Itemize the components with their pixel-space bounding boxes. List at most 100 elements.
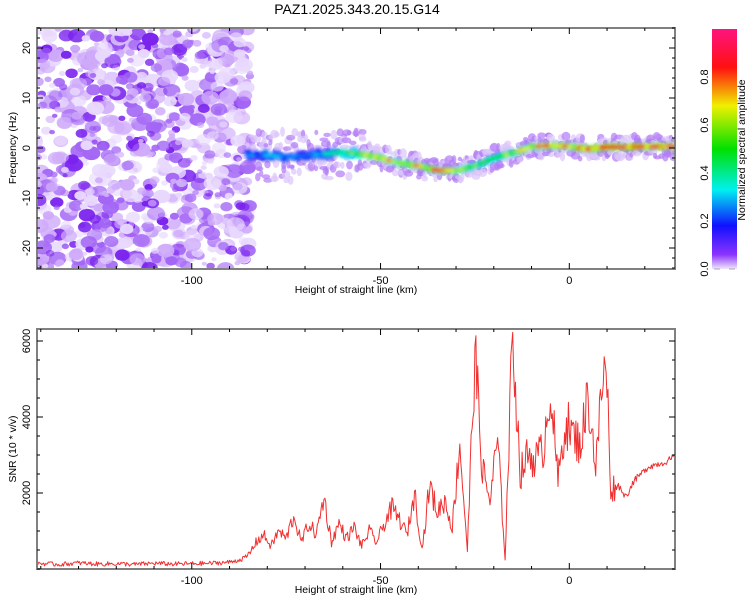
- ridge-peak: [313, 152, 320, 157]
- noise-blob: [239, 202, 250, 211]
- noise-blob: [104, 228, 113, 235]
- noise-blob: [203, 227, 221, 241]
- ridge-halo-blob: [669, 153, 675, 162]
- noise-blob: [141, 32, 159, 46]
- ridge-peak: [644, 144, 651, 149]
- noise-blob: [37, 136, 43, 145]
- noise-blob: [116, 197, 125, 204]
- noise-blob: [170, 243, 186, 256]
- colorbar-label: Normalized spectral amplitude: [736, 79, 748, 220]
- noise-blob: [190, 224, 197, 230]
- ridge-halo-blob: [369, 160, 378, 165]
- noise-blob: [68, 200, 83, 212]
- x-tick-label: -50: [373, 275, 389, 287]
- ridge-halo-blob: [504, 140, 512, 147]
- ridge-peak: [426, 166, 433, 171]
- ridge-peak: [607, 145, 614, 149]
- y-tick-label: 10: [21, 92, 33, 104]
- ridge-peak: [304, 153, 311, 158]
- noise-blob: [138, 44, 146, 50]
- noise-blob: [168, 112, 181, 121]
- ridge-halo-blob: [323, 132, 331, 137]
- ridge-halo-blob: [478, 168, 488, 177]
- ridge-peak: [481, 160, 487, 165]
- ridge-peak: [259, 153, 265, 158]
- noise-blob: [238, 237, 249, 246]
- noise-blob: [114, 120, 133, 135]
- ridge-peak: [345, 150, 352, 155]
- noise-blob: [159, 162, 173, 174]
- snr-frame: [36, 328, 676, 570]
- noise-blob: [83, 161, 89, 166]
- noise-blob: [118, 115, 126, 122]
- noise-blob: [136, 112, 153, 125]
- noise-blob: [110, 134, 123, 144]
- noise-blob: [115, 75, 128, 85]
- ridge-peak: [331, 150, 338, 155]
- noise-blob: [156, 140, 171, 151]
- ridge-halo-blob: [314, 129, 319, 136]
- x-tick-label: -50: [373, 575, 389, 587]
- ridge-peak: [277, 154, 284, 159]
- ridge-halo-blob: [330, 129, 338, 140]
- x-tick-label: 0: [566, 275, 572, 287]
- noise-blob: [46, 194, 54, 201]
- ridge-halo-blob: [364, 162, 371, 169]
- noise-blob: [230, 135, 246, 147]
- noise-blob: [136, 187, 147, 195]
- noise-blob: [103, 153, 120, 166]
- noise-blob: [201, 161, 208, 166]
- ridge-peak: [254, 153, 261, 158]
- noise-blob: [201, 32, 211, 39]
- ridge-peak: [413, 163, 419, 168]
- noise-blob: [183, 238, 202, 252]
- noise-blob: [69, 87, 81, 96]
- noise-blob: [68, 249, 84, 260]
- noise-blob: [219, 45, 229, 53]
- noise-blob: [207, 212, 224, 226]
- noise-blob: [194, 51, 205, 60]
- ridge-halo-blob: [259, 170, 264, 177]
- ridge-halo-blob: [559, 151, 566, 162]
- ridge-halo-blob: [498, 163, 505, 169]
- ridge-peak: [286, 154, 293, 159]
- noise-blob: [165, 118, 173, 124]
- ridge-halo-blob: [458, 176, 463, 184]
- noise-blob: [152, 167, 160, 173]
- noise-blob: [144, 184, 153, 191]
- ridge-peak: [354, 151, 361, 156]
- ridge-peak: [385, 158, 392, 163]
- noise-blob: [61, 243, 69, 250]
- ridge-peak: [553, 143, 560, 148]
- noise-blob: [172, 30, 182, 38]
- noise-blob: [71, 95, 87, 107]
- noise-blob: [54, 135, 68, 146]
- noise-blob: [51, 113, 58, 118]
- ridge-halo-blob: [346, 130, 352, 136]
- noise-blob: [151, 255, 162, 264]
- ridge-peak: [585, 147, 592, 151]
- ridge-peak: [625, 144, 632, 149]
- noise-blob: [197, 104, 210, 113]
- ridge-peak: [290, 154, 297, 159]
- ridge-halo-blob: [403, 170, 414, 177]
- noise-blob: [130, 91, 136, 95]
- noise-blob: [149, 119, 167, 133]
- noise-blob: [120, 179, 135, 191]
- ridge-halo-blob: [335, 170, 346, 178]
- ridge-peak: [558, 144, 564, 149]
- noise-blob: [106, 186, 116, 194]
- y-tick-label: 20: [21, 42, 33, 54]
- noise-blob: [236, 96, 251, 108]
- noise-blob: [184, 79, 200, 92]
- noise-blob: [207, 159, 214, 165]
- noise-blob: [86, 84, 101, 96]
- noise-blob: [175, 140, 182, 146]
- noise-blob: [147, 199, 157, 207]
- noise-blob: [162, 224, 169, 230]
- ridge-halo-blob: [621, 134, 632, 141]
- noise-blob: [99, 254, 113, 265]
- spectrogram-x-axis-label: Height of straight line (km): [295, 284, 418, 296]
- noise-blob: [230, 78, 239, 85]
